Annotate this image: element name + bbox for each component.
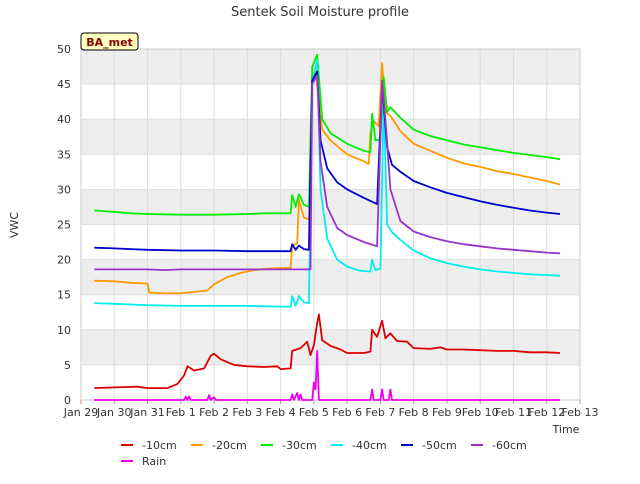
x-tick-label: Feb 13 — [562, 406, 599, 419]
x-tick-label: Feb 6 — [332, 406, 362, 419]
legend-item: -60cm — [471, 439, 527, 452]
y-tick-label: 10 — [57, 324, 71, 337]
y-axis: 0 5 10 15 20 25 30 35 40 45 50 — [57, 43, 71, 407]
legend: -10cm -20cm -30cm -40cm -50cm -60cm Rain — [121, 439, 527, 468]
legend-item: -30cm — [261, 439, 317, 452]
chart-title: Sentek Soil Moisture profile — [231, 5, 409, 20]
background-band — [81, 259, 580, 295]
series-line-10cm — [94, 313, 561, 390]
background-band — [81, 49, 580, 85]
series-line-rain — [94, 349, 560, 401]
y-tick-label: 40 — [57, 113, 71, 126]
y-tick-label: 5 — [64, 359, 71, 372]
x-tick-label: Feb 8 — [399, 406, 429, 419]
station-label-box: BA_met — [80, 32, 139, 51]
legend-item: -50cm — [401, 439, 457, 452]
background-band — [81, 119, 580, 155]
background-band — [81, 189, 580, 225]
legend-label: -30cm — [282, 439, 317, 452]
x-axis-label: Time — [552, 423, 580, 436]
y-tick-label: 20 — [57, 254, 71, 267]
y-tick-label: 25 — [57, 219, 71, 232]
x-tick-label: Feb 11 — [495, 406, 532, 419]
legend-item: Rain — [121, 455, 166, 468]
x-tick-label: Feb 2 — [199, 406, 229, 419]
legend-item: -40cm — [331, 439, 387, 452]
x-tick-label: Jan 29 — [63, 406, 98, 419]
series-lines — [94, 53, 561, 401]
series-line-50cm — [94, 70, 561, 253]
legend-label: -50cm — [422, 439, 457, 452]
plot-gridlines — [80, 48, 581, 401]
background-band — [81, 329, 580, 365]
x-tick-label: Feb 7 — [365, 406, 395, 419]
y-tick-label: 45 — [57, 78, 71, 91]
y-tick-label: 35 — [57, 148, 71, 161]
x-tick-label: Feb 1 — [166, 406, 196, 419]
x-tick-label: Feb 9 — [432, 406, 462, 419]
x-tick-label: Feb 3 — [232, 406, 262, 419]
x-tick-label: Feb 5 — [299, 406, 329, 419]
plot-background-bands — [81, 49, 580, 365]
legend-item: -10cm — [121, 439, 177, 452]
x-tick-label: Jan 31 — [129, 406, 164, 419]
x-tick-label: Jan 30 — [96, 406, 131, 419]
station-label: BA_met — [86, 36, 133, 49]
y-axis-label: VWC — [8, 212, 21, 238]
x-tick-label: Feb 12 — [528, 406, 565, 419]
series-line-20cm — [94, 62, 561, 295]
y-tick-label: 15 — [57, 289, 71, 302]
x-tick-label: Feb 10 — [462, 406, 499, 419]
legend-label: Rain — [142, 455, 166, 468]
legend-item: -20cm — [191, 439, 247, 452]
y-tick-label: 30 — [57, 183, 71, 196]
legend-label: -20cm — [212, 439, 247, 452]
y-tick-label: 0 — [64, 394, 71, 407]
series-line-60cm — [94, 74, 561, 272]
series-line-30cm — [94, 53, 561, 216]
series-line-40cm — [94, 58, 561, 308]
y-tick-label: 50 — [57, 43, 71, 56]
legend-label: -10cm — [142, 439, 177, 452]
legend-label: -40cm — [352, 439, 387, 452]
legend-label: -60cm — [492, 439, 527, 452]
x-tick-label: Feb 4 — [266, 406, 296, 419]
